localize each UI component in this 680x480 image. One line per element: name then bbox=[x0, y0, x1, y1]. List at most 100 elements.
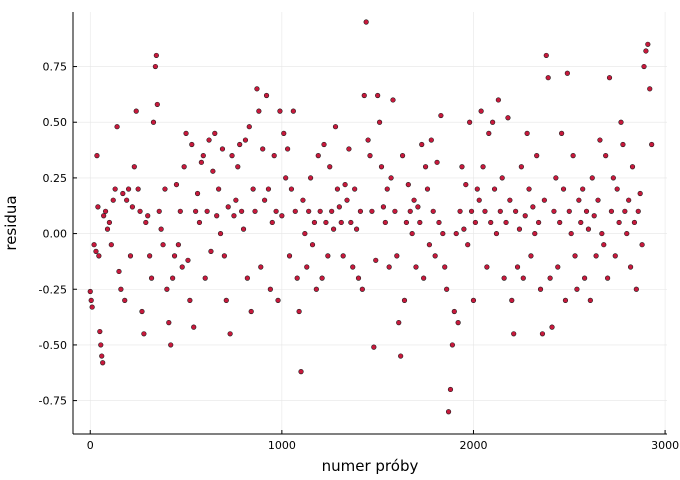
x-tick-label: 2000 bbox=[459, 439, 487, 452]
data-point bbox=[633, 286, 639, 292]
data-point bbox=[308, 175, 314, 181]
x-axis-label: numer próby bbox=[322, 457, 419, 475]
data-point bbox=[486, 130, 492, 136]
data-point bbox=[254, 86, 260, 92]
data-point bbox=[566, 208, 572, 214]
data-point bbox=[355, 275, 362, 281]
data-point bbox=[363, 19, 369, 25]
data-point bbox=[595, 197, 601, 203]
data-point bbox=[472, 219, 478, 226]
data-point bbox=[191, 324, 197, 330]
y-tick-label: 0.25 bbox=[43, 172, 68, 185]
data-point bbox=[246, 124, 252, 130]
data-point bbox=[382, 219, 388, 226]
data-point bbox=[591, 213, 597, 219]
data-point bbox=[164, 286, 170, 292]
data-point bbox=[153, 52, 159, 59]
data-point bbox=[641, 63, 647, 70]
data-point bbox=[576, 197, 582, 203]
data-point bbox=[394, 253, 400, 259]
data-point bbox=[225, 204, 231, 210]
data-point bbox=[240, 226, 247, 232]
data-point bbox=[330, 226, 337, 232]
data-point bbox=[244, 275, 250, 281]
data-point bbox=[239, 208, 245, 214]
data-point bbox=[380, 204, 387, 210]
data-point bbox=[467, 119, 473, 125]
data-point bbox=[124, 197, 130, 203]
data-point bbox=[329, 208, 335, 214]
data-point bbox=[599, 230, 605, 237]
data-point bbox=[589, 175, 595, 181]
data-point bbox=[578, 219, 584, 226]
data-point bbox=[315, 153, 321, 159]
data-point bbox=[88, 297, 94, 303]
data-point bbox=[528, 253, 534, 259]
x-tick-label: 0 bbox=[87, 439, 94, 452]
data-point bbox=[212, 130, 218, 136]
data-point bbox=[419, 141, 425, 148]
data-point bbox=[223, 297, 229, 303]
data-point bbox=[248, 308, 254, 315]
data-point bbox=[198, 159, 204, 165]
data-point bbox=[296, 308, 302, 315]
data-point bbox=[202, 275, 208, 281]
data-point bbox=[237, 141, 243, 148]
y-tick-label: 0.50 bbox=[43, 116, 68, 129]
data-point bbox=[455, 320, 461, 326]
data-point bbox=[530, 204, 536, 210]
data-point bbox=[398, 353, 404, 359]
data-point bbox=[147, 253, 153, 259]
x-tick-label: 3000 bbox=[651, 439, 679, 452]
data-point bbox=[518, 164, 524, 170]
data-point bbox=[442, 264, 448, 270]
data-point bbox=[101, 213, 107, 219]
data-point bbox=[171, 253, 178, 259]
data-point bbox=[643, 48, 649, 54]
data-point bbox=[401, 297, 408, 303]
data-point bbox=[217, 230, 224, 237]
data-point bbox=[647, 86, 653, 92]
data-point bbox=[99, 353, 105, 359]
data-point bbox=[375, 92, 381, 99]
data-point bbox=[175, 242, 181, 248]
data-point bbox=[580, 186, 586, 192]
data-point bbox=[154, 101, 160, 108]
data-point bbox=[177, 208, 183, 214]
data-point bbox=[114, 124, 120, 130]
data-point bbox=[200, 153, 206, 159]
y-tick-label: 0.00 bbox=[43, 228, 68, 241]
data-point bbox=[129, 204, 135, 210]
data-point bbox=[141, 331, 147, 337]
data-point bbox=[396, 320, 402, 326]
data-point bbox=[194, 190, 201, 197]
data-point bbox=[298, 369, 304, 375]
data-point bbox=[145, 213, 151, 219]
data-point bbox=[214, 213, 220, 219]
data-point bbox=[277, 108, 283, 114]
data-point bbox=[388, 175, 394, 181]
data-point bbox=[89, 304, 95, 310]
data-point bbox=[94, 153, 100, 159]
data-point bbox=[645, 41, 651, 47]
data-point bbox=[166, 320, 172, 326]
ticks: 0 1000 2000 3000 -0.75 -0.50 -0.25 0.00 0.25 0.50… bbox=[39, 61, 680, 452]
data-point bbox=[587, 297, 593, 303]
data-point bbox=[601, 242, 607, 248]
data-point bbox=[288, 186, 295, 192]
data-point bbox=[104, 226, 111, 232]
data-point bbox=[127, 253, 134, 259]
data-point bbox=[614, 186, 620, 192]
data-point bbox=[262, 197, 268, 203]
data-point bbox=[250, 186, 256, 192]
data-point bbox=[122, 297, 128, 303]
data-point bbox=[135, 186, 141, 192]
data-point bbox=[534, 153, 540, 159]
data-point bbox=[196, 219, 203, 226]
data-point bbox=[91, 242, 97, 248]
data-point bbox=[210, 168, 216, 174]
data-point bbox=[371, 344, 377, 350]
data-point bbox=[208, 248, 214, 254]
data-point bbox=[286, 253, 293, 259]
data-point bbox=[162, 186, 168, 192]
